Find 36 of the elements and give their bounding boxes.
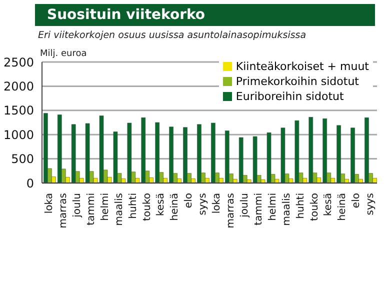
chart-subtitle: Eri viitekorkojen osuus uusissa asuntolainasopimuksissa: [38, 30, 306, 41]
x-tick-label: helmi: [267, 193, 278, 221]
x-tick-label: heinä: [337, 193, 348, 221]
x-tick-label: joulu: [239, 193, 250, 218]
x-tick-label: elo: [351, 193, 362, 208]
x-tick-label: tammi: [253, 193, 264, 226]
x-tick-label: loka: [212, 193, 223, 214]
x-tick-label: huhti: [295, 193, 306, 219]
x-tick-label: tammi: [86, 193, 97, 226]
y-axis-title: Milj. euroa: [40, 49, 87, 59]
x-tick-label: kesä: [156, 193, 167, 216]
x-tick-label: syys: [365, 193, 376, 216]
y-tick-label: 2500: [3, 55, 34, 70]
x-tick-label: huhti: [128, 193, 139, 219]
x-tick-label: helmi: [100, 193, 111, 221]
x-tick-label: touko: [142, 193, 153, 221]
legend-label: Euriboreihin sidotut: [236, 89, 344, 104]
y-tick-label: 1000: [3, 128, 34, 142]
x-tick-label: kesä: [323, 193, 334, 216]
y-tick-label: 500: [11, 152, 34, 166]
x-tick-label: loka: [44, 193, 56, 214]
x-tick-label: maalis: [281, 193, 292, 226]
x-tick-label: joulu: [72, 193, 83, 218]
x-tick-label: heinä: [170, 193, 181, 221]
legend-label: Kiinteäkorkoiset + muut: [236, 59, 369, 74]
x-tick-label: maalis: [114, 193, 125, 226]
x-tick-label: elo: [184, 193, 195, 208]
legend-label: Primekorkoihin sidotut: [236, 74, 359, 89]
y-tick-label: 2000: [3, 79, 34, 94]
x-tick-label: marras: [58, 193, 70, 228]
y-tick-label: 0: [26, 176, 34, 190]
x-tick-label: touko: [309, 193, 320, 221]
x-tick-label: syys: [198, 193, 209, 216]
x-tick-label: marras: [226, 193, 237, 228]
y-tick-label: 1500: [3, 104, 34, 118]
chart-title: Suosituin viitekorko: [35, 4, 375, 26]
